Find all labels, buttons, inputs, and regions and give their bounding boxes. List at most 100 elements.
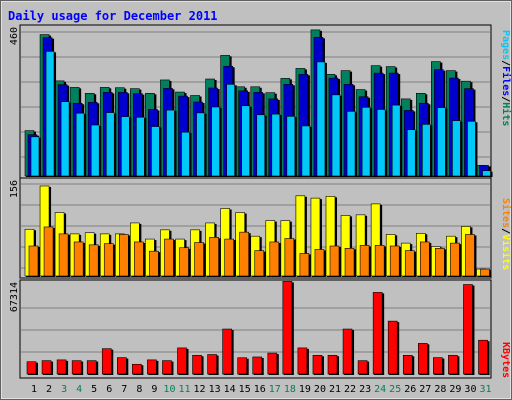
bar-kbytes-day-28 xyxy=(433,357,443,375)
x-tick-label: 19 xyxy=(299,384,311,395)
legend-entry: Pages xyxy=(500,30,511,60)
bar-pages-day-10 xyxy=(166,109,175,177)
bar-pages-day-30 xyxy=(467,120,476,177)
x-tick-label: 25 xyxy=(389,384,401,395)
scale-max-label: 156 xyxy=(9,180,20,198)
x-tick-label: 23 xyxy=(359,384,371,395)
bar-pages-day-29 xyxy=(452,120,461,177)
x-tick-label: 29 xyxy=(449,384,461,395)
series-legend: Pages/Files/Hits xyxy=(500,30,512,126)
x-tick-label: 15 xyxy=(239,384,251,395)
bar-sites-day-8 xyxy=(134,241,144,277)
bar-sites-day-7 xyxy=(119,234,129,277)
bar-sites-day-21 xyxy=(329,245,340,277)
bar-sites-day-19 xyxy=(299,253,310,277)
scale-max-label: 460 xyxy=(9,27,20,45)
bar-pages-day-5 xyxy=(90,124,100,177)
bar-kbytes-day-6 xyxy=(101,348,112,375)
bar-sites-day-11 xyxy=(179,247,189,277)
bar-kbytes-day-29 xyxy=(448,354,458,375)
bar-sites-day-18 xyxy=(284,238,295,277)
bar-sites-day-12 xyxy=(194,242,204,277)
bar-sites-day-26 xyxy=(404,250,415,277)
bar-pages-day-11 xyxy=(181,131,190,177)
x-tick-label: 5 xyxy=(91,384,97,395)
bar-sites-day-5 xyxy=(88,244,99,277)
bar-pages-day-26 xyxy=(406,129,416,177)
bar-pages-day-24 xyxy=(376,109,386,177)
x-tick-label: 27 xyxy=(419,384,431,395)
x-tick-label: 3 xyxy=(61,384,67,395)
bar-pages-day-14 xyxy=(226,83,235,177)
legend-entry: / xyxy=(500,60,511,66)
labels: 460 Pages/Files/Hits156Sites/Visits67314K… xyxy=(9,27,512,395)
x-tick-label: 20 xyxy=(314,384,326,395)
bar-pages-day-28 xyxy=(437,107,446,177)
bar-pages-day-21 xyxy=(331,94,341,177)
chart-title: Daily usage for December 2011 xyxy=(8,9,218,23)
bar-kbytes-day-3 xyxy=(56,359,67,375)
bar-pages-day-20 xyxy=(316,61,326,177)
legend-entry: Sites xyxy=(500,198,512,228)
x-tick-label: 21 xyxy=(329,384,341,395)
bar-sites-day-9 xyxy=(149,250,159,277)
bar-kbytes-day-8 xyxy=(132,363,142,375)
bar-kbytes-day-14 xyxy=(222,328,232,375)
bar-pages-day-6 xyxy=(105,112,115,177)
x-tick-label: 1 xyxy=(31,384,37,395)
bar-sites-day-23 xyxy=(359,245,370,277)
x-tick-label: 8 xyxy=(136,384,142,395)
bar-sites-day-10 xyxy=(164,238,174,277)
x-tick-label: 22 xyxy=(344,384,356,395)
bar-pages-day-23 xyxy=(361,106,371,177)
bar-sites-day-29 xyxy=(450,242,460,277)
bar-pages-day-3 xyxy=(60,101,70,177)
x-tick-label: 18 xyxy=(284,384,296,395)
bar-kbytes-day-15 xyxy=(237,357,247,375)
bar-sites-day-16 xyxy=(254,250,265,277)
series-legend: Sites/Visits xyxy=(500,198,512,270)
bar-kbytes-day-11 xyxy=(177,347,187,375)
bar-sites-day-15 xyxy=(239,231,249,277)
bar-sites-day-13 xyxy=(209,237,219,277)
bar-sites-day-31 xyxy=(480,268,490,277)
bar-pages-day-27 xyxy=(421,124,431,177)
bar-kbytes-day-30 xyxy=(463,284,473,375)
series-legend: KBytes xyxy=(500,342,511,378)
x-tick-label: 6 xyxy=(106,384,112,395)
bar-sites-day-25 xyxy=(389,245,400,277)
bar-sites-day-27 xyxy=(419,241,430,277)
bar-pages-day-1 xyxy=(30,136,40,177)
x-tick-label: 4 xyxy=(76,384,82,395)
bar-sites-day-28 xyxy=(435,248,445,277)
bar-sites-day-17 xyxy=(269,241,280,277)
bar-kbytes-day-17 xyxy=(267,352,278,375)
bar-kbytes-day-25 xyxy=(387,320,398,375)
bar-pages-day-17 xyxy=(271,113,281,177)
bar-kbytes-day-21 xyxy=(327,354,338,375)
legend-entry: Files xyxy=(500,66,512,96)
bar-pages-day-4 xyxy=(75,112,85,177)
bar-kbytes-day-7 xyxy=(117,357,127,375)
bar-kbytes-day-10 xyxy=(162,360,172,375)
bar-kbytes-day-18 xyxy=(282,281,293,375)
x-tick-label: 31 xyxy=(479,384,491,395)
x-tick-label: 2 xyxy=(46,384,52,395)
scale-max-label: 67314 xyxy=(9,282,20,312)
bar-sites-day-2 xyxy=(43,226,54,277)
bar-sites-day-22 xyxy=(344,248,355,277)
bar-pages-day-16 xyxy=(256,114,266,177)
bar-pages-day-7 xyxy=(121,116,130,177)
bar-pages-day-13 xyxy=(211,106,220,177)
x-tick-label: 24 xyxy=(374,384,386,395)
x-tick-label: 26 xyxy=(404,384,416,395)
bar-sites-day-4 xyxy=(73,241,84,277)
bars xyxy=(24,29,493,375)
bar-pages-day-31 xyxy=(482,170,491,177)
bar-kbytes-day-9 xyxy=(147,359,157,375)
bar-sites-day-24 xyxy=(374,245,385,277)
bar-pages-day-22 xyxy=(346,111,356,177)
bar-kbytes-day-1 xyxy=(26,361,37,375)
bar-kbytes-day-23 xyxy=(357,360,368,375)
